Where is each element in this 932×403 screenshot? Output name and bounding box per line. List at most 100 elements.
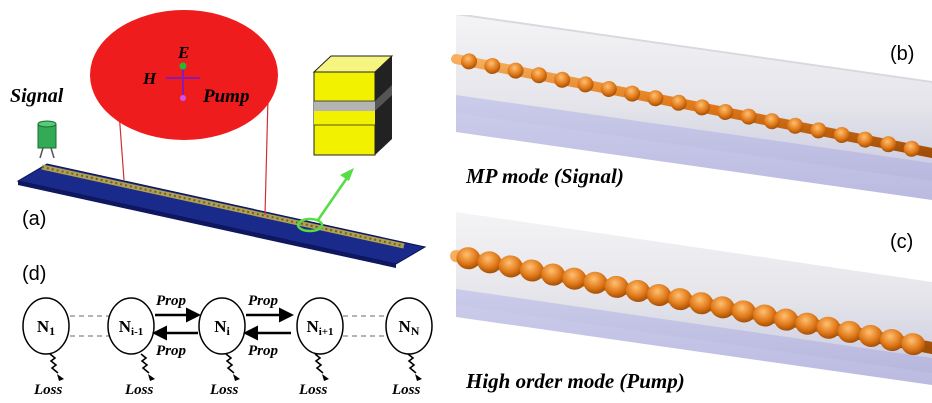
mode-base-c (456, 289, 932, 385)
prop-label-bottom-right: Prop (248, 343, 279, 359)
loss-label: Loss (298, 382, 328, 398)
zoom-arrow (316, 174, 351, 221)
loss-squiggle-icon (225, 353, 235, 374)
mode-bead (625, 279, 650, 302)
prop-label-top-right: Prop (248, 293, 279, 309)
loss-arrowhead (415, 374, 422, 381)
mode-bead (810, 122, 827, 139)
mode-bead (541, 263, 566, 286)
mode-bead (583, 271, 608, 294)
loss-label: Loss (33, 382, 63, 398)
dashed-connectors (70, 315, 386, 337)
mode-bead (833, 126, 850, 143)
node-label: Ni (214, 317, 230, 338)
mode-base-b (456, 95, 932, 200)
mode-bead (484, 57, 501, 74)
substrate-slab (16, 163, 427, 265)
loss-label: Loss (391, 382, 421, 398)
mode-bead (816, 316, 841, 339)
loss-arrowhead (233, 374, 240, 381)
prop-label-top-left: Prop (156, 293, 187, 309)
mode-bead (562, 267, 587, 290)
loss-arrowhead (322, 374, 329, 381)
prop-arrows-right (243, 307, 294, 341)
highlight-circle (296, 217, 324, 233)
mode-bead (731, 300, 756, 323)
loss-squiggle-icon (407, 353, 417, 374)
mode-bead (763, 113, 780, 130)
mode-bead (787, 117, 804, 134)
mode-bead (858, 324, 883, 347)
mode-bead (498, 255, 523, 278)
mode-bead (717, 103, 734, 120)
node-label: N1 (37, 317, 55, 338)
node-0: N1 (22, 297, 70, 355)
loss-squiggle-icon (314, 353, 324, 374)
mode-bead (604, 275, 629, 298)
mode-bead (880, 136, 897, 153)
zoom-line-right (264, 97, 269, 216)
substrate-edge (18, 181, 396, 268)
node-label: NN (399, 317, 420, 338)
mode-bead (668, 288, 693, 311)
mode-bead (670, 94, 687, 111)
signal-source-icon (37, 120, 57, 159)
mode-bead (530, 67, 547, 84)
loss-arrowhead (148, 374, 155, 381)
signal-label: Signal (10, 85, 64, 107)
panel-c: (c) High order mode (Pump) (450, 212, 932, 393)
mode-bead (740, 108, 757, 125)
mode-bead (456, 247, 481, 270)
mode-bead (577, 76, 594, 93)
prop-label-bottom-left: Prop (156, 343, 187, 359)
mode-bead (710, 296, 735, 319)
mode-bead (901, 333, 926, 356)
mode-bead (647, 90, 664, 107)
panel-a: Signal E H Pump (a) (10, 10, 427, 268)
field-vectors (166, 62, 200, 101)
e-field-label: E (177, 43, 189, 62)
loss-arrowhead (57, 374, 64, 381)
node-label: Ni+1 (306, 317, 333, 338)
prop-arrows-left (152, 307, 201, 341)
panel-c-caption: High order mode (Pump) (465, 369, 685, 393)
loss-label: Loss (209, 382, 239, 398)
node-3: Ni+1 (296, 297, 344, 355)
mode-bead (693, 99, 710, 116)
panel-a-label: (a) (22, 208, 46, 230)
loss-label: Loss (124, 382, 154, 398)
node-4: NN (385, 297, 433, 355)
mode-bead (857, 131, 874, 148)
mode-sheet-b (456, 15, 932, 181)
pump-label: Pump (202, 86, 249, 107)
mode-bead (752, 304, 777, 327)
node-ellipse (296, 297, 344, 355)
mode-bead (837, 320, 862, 343)
mode-bead (903, 140, 920, 157)
node-label: Ni-1 (119, 317, 144, 338)
mode-bead (554, 71, 571, 88)
node-2: Ni (198, 297, 246, 355)
mode-bead (689, 292, 714, 315)
mode-bead (647, 284, 671, 307)
node-1: Ni-1 (107, 297, 155, 355)
mode-bead (600, 80, 617, 97)
mode-bead (477, 251, 502, 274)
loss-squiggle-icon (49, 353, 59, 374)
h-field-label: H (142, 69, 157, 88)
panel-b-caption: MP mode (Signal) (465, 164, 624, 188)
mode-bead (519, 259, 544, 282)
panel-b-label: (b) (890, 43, 914, 65)
mode-bead (507, 62, 524, 79)
panel-d-label: (d) (22, 263, 46, 285)
mode-bead (795, 312, 820, 335)
panel-b: (b) MP mode (Signal) (451, 15, 932, 200)
mode-bead (460, 53, 477, 70)
loss-squiggle-icon (140, 353, 150, 374)
multilayer-cube-icon (312, 55, 394, 156)
panel-d: (d) N1 Ni-1 Ni Ni+1 NN Prop Prop Prop Prop L… (22, 263, 433, 398)
mode-bead (624, 85, 641, 102)
mode-bead (774, 308, 799, 331)
mode-bead (880, 329, 904, 352)
